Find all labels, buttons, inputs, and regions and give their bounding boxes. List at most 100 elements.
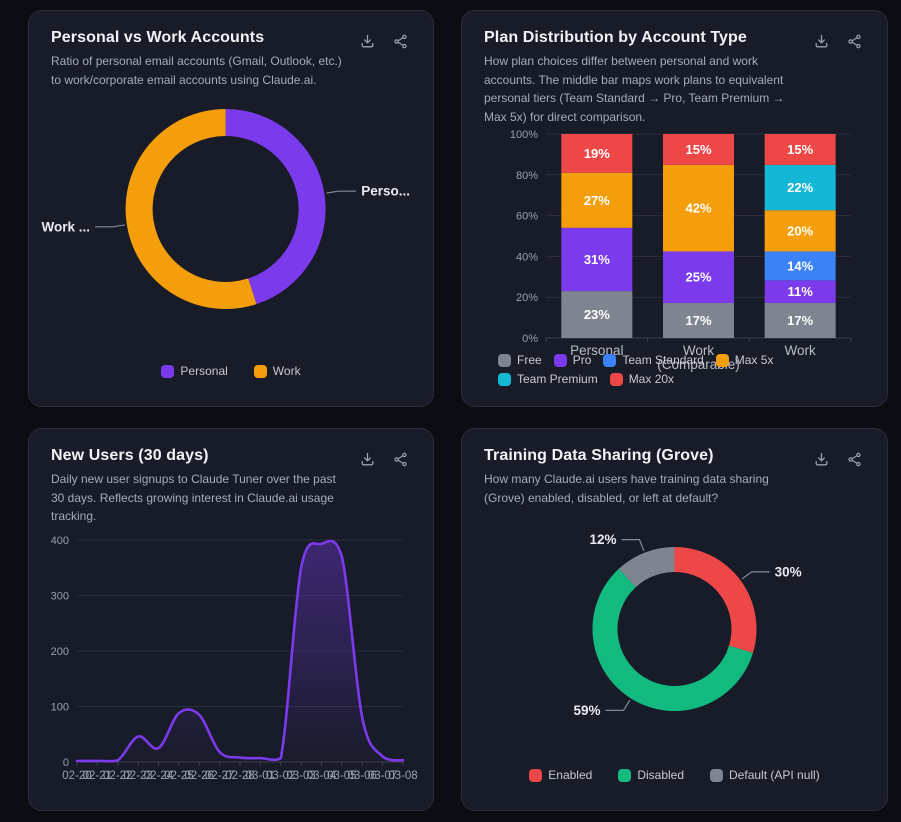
donut-segment-disabled[interactable] <box>592 568 753 712</box>
x-axis-category-label: Work <box>683 343 715 358</box>
card-description: How many Claude.ai users have training d… <box>484 472 769 505</box>
bar-segment-free-work-comparable[interactable] <box>663 303 734 339</box>
donut-chart-personal-vs-work[interactable]: Perso... Work ... <box>41 89 411 358</box>
donut-svg: Perso... Work ... <box>41 109 410 310</box>
bar-segment-max-5x-personal[interactable] <box>561 173 633 229</box>
bar-segment-pro-work-comparable[interactable] <box>663 251 734 304</box>
share-icon <box>394 34 407 49</box>
stacked-bar-chart-plan-distribution[interactable]: Free Pro Team Standard Max 5x Team Premium Ma… <box>484 126 865 388</box>
legend-swatch <box>553 353 567 367</box>
legend-item-free[interactable]: Free <box>498 353 542 367</box>
legend-label: Default (API null) <box>729 768 820 782</box>
card-actions <box>811 31 865 52</box>
download-button[interactable] <box>811 449 832 470</box>
donut-segment-personal[interactable] <box>225 109 326 305</box>
legend-swatch <box>618 768 632 782</box>
card-actions <box>811 449 865 470</box>
callout-label: Work ... <box>41 220 90 235</box>
download-button[interactable] <box>357 31 378 52</box>
y-axis-tick-label: 100% <box>510 129 538 141</box>
x-axis-tick-label: 02-24 <box>144 770 174 782</box>
legend-swatch <box>498 353 511 367</box>
y-axis-tick-label: 0% <box>522 333 538 345</box>
share-icon <box>848 34 861 49</box>
legend-item-disabled[interactable]: Disabled <box>618 768 684 782</box>
legend-item-team-premium[interactable]: Team Premium <box>498 372 598 386</box>
card-description: Daily new user signups to Claude Tuner o… <box>51 472 336 524</box>
y-axis-tick-label: 0 <box>63 757 69 769</box>
callout-line <box>621 539 645 552</box>
bar-segment-free-work[interactable] <box>764 303 836 339</box>
card-plan-distribution: Plan Distribution by Account Type How pl… <box>461 10 888 407</box>
legend-item-enabled[interactable]: Enabled <box>529 768 592 782</box>
callout-line <box>741 571 770 580</box>
legend-swatch <box>710 768 724 782</box>
donut-svg: 30% 59% 12% <box>573 532 802 718</box>
legend-item-default-api-null[interactable]: Default (API null) <box>710 768 820 782</box>
legend-label: Work <box>272 364 301 378</box>
x-axis-tick-label: 02-26 <box>185 770 214 782</box>
bar-segment-max-5x-work-comparable[interactable] <box>663 165 734 252</box>
callout-line <box>326 190 357 194</box>
legend-label: Team Standard <box>622 353 704 367</box>
bar-segment-value-label: 15% <box>685 142 711 157</box>
legend-item-team-standard[interactable]: Team Standard <box>603 353 704 367</box>
bar-segment-max-20x-work[interactable] <box>764 134 836 166</box>
donut-segment-default-api-null[interactable] <box>618 547 675 588</box>
x-axis-tick-label: 03-06 <box>348 770 377 782</box>
card-personal-vs-work: Personal vs Work Accounts Ratio of perso… <box>28 10 434 407</box>
legend-item-max-5x[interactable]: Max 5x <box>715 353 774 367</box>
bar-segment-max-20x-personal[interactable] <box>561 134 633 174</box>
legend-item-max-20x[interactable]: Max 20x <box>609 372 674 386</box>
share-button[interactable] <box>390 31 411 52</box>
bar-segment-max-5x-work[interactable] <box>764 210 836 252</box>
donut-segment-enabled[interactable] <box>674 547 757 654</box>
donut-chart-training-data-sharing[interactable]: 30% 59% 12% <box>484 507 865 762</box>
x-axis-tick-label: 02-21 <box>83 770 112 782</box>
x-axis-tick-label: 02-28 <box>225 770 254 782</box>
bar-segment-pro-personal[interactable] <box>561 228 633 292</box>
bar-segment-team-premium-work[interactable] <box>764 165 836 211</box>
y-axis-tick-label: 200 <box>51 646 69 658</box>
card-title: New Users (30 days) <box>51 447 209 464</box>
share-button[interactable] <box>844 31 865 52</box>
bar-segment-value-label: 31% <box>584 252 610 267</box>
share-button[interactable] <box>844 449 865 470</box>
x-axis-tick-label: 03-07 <box>368 770 397 782</box>
share-button[interactable] <box>390 449 411 470</box>
callout-label: Perso... <box>361 184 410 199</box>
area-fill <box>77 540 403 762</box>
bar-segment-team-standard-work[interactable] <box>764 251 836 281</box>
card-header: Plan Distribution by Account Type How pl… <box>484 29 865 126</box>
y-axis-tick-label: 80% <box>516 170 538 182</box>
card-description: Ratio of personal email accounts (Gmail,… <box>51 54 342 87</box>
area-chart-new-users[interactable]: 0 100 200 300 400 02-20 02-21 02-22 02-23 02-24 02… <box>51 526 418 792</box>
download-button[interactable] <box>811 31 832 52</box>
x-axis-tick-label: 03-04 <box>307 770 337 782</box>
donut-segment-work[interactable] <box>125 109 257 310</box>
legend-item-personal[interactable]: Personal <box>161 364 228 378</box>
area-line[interactable] <box>75 539 405 763</box>
bar-segment-max-20x-work-comparable[interactable] <box>663 134 734 166</box>
area-svg: 010020030040002-2002-2102-2202-2302-2402… <box>51 535 418 782</box>
legend-label: Disabled <box>637 768 685 782</box>
bar-segment-free-personal[interactable] <box>561 291 633 339</box>
bar-segment-pro-work[interactable] <box>764 280 836 304</box>
download-icon <box>361 452 374 466</box>
x-axis-tick-label: 03-01 <box>246 770 275 782</box>
card-title: Personal vs Work Accounts <box>51 29 265 46</box>
legend-label: Max 5x <box>734 353 774 367</box>
legend-item-pro[interactable]: Pro <box>553 353 591 367</box>
bar-segment-value-label: 42% <box>685 201 711 216</box>
callout-label: 59% <box>573 703 600 718</box>
legend-swatch <box>529 768 543 782</box>
x-axis-category-label: Work <box>785 343 817 358</box>
download-icon <box>361 34 374 48</box>
legend-swatch <box>603 353 617 367</box>
download-button[interactable] <box>357 449 378 470</box>
x-axis-tick-label: 02-25 <box>164 770 193 782</box>
card-title: Training Data Sharing (Grove) <box>484 447 714 464</box>
legend-item-work[interactable]: Work <box>253 364 301 378</box>
callout-label: 30% <box>775 565 802 580</box>
card-new-users: New Users (30 days) Daily new user signu… <box>28 428 434 811</box>
